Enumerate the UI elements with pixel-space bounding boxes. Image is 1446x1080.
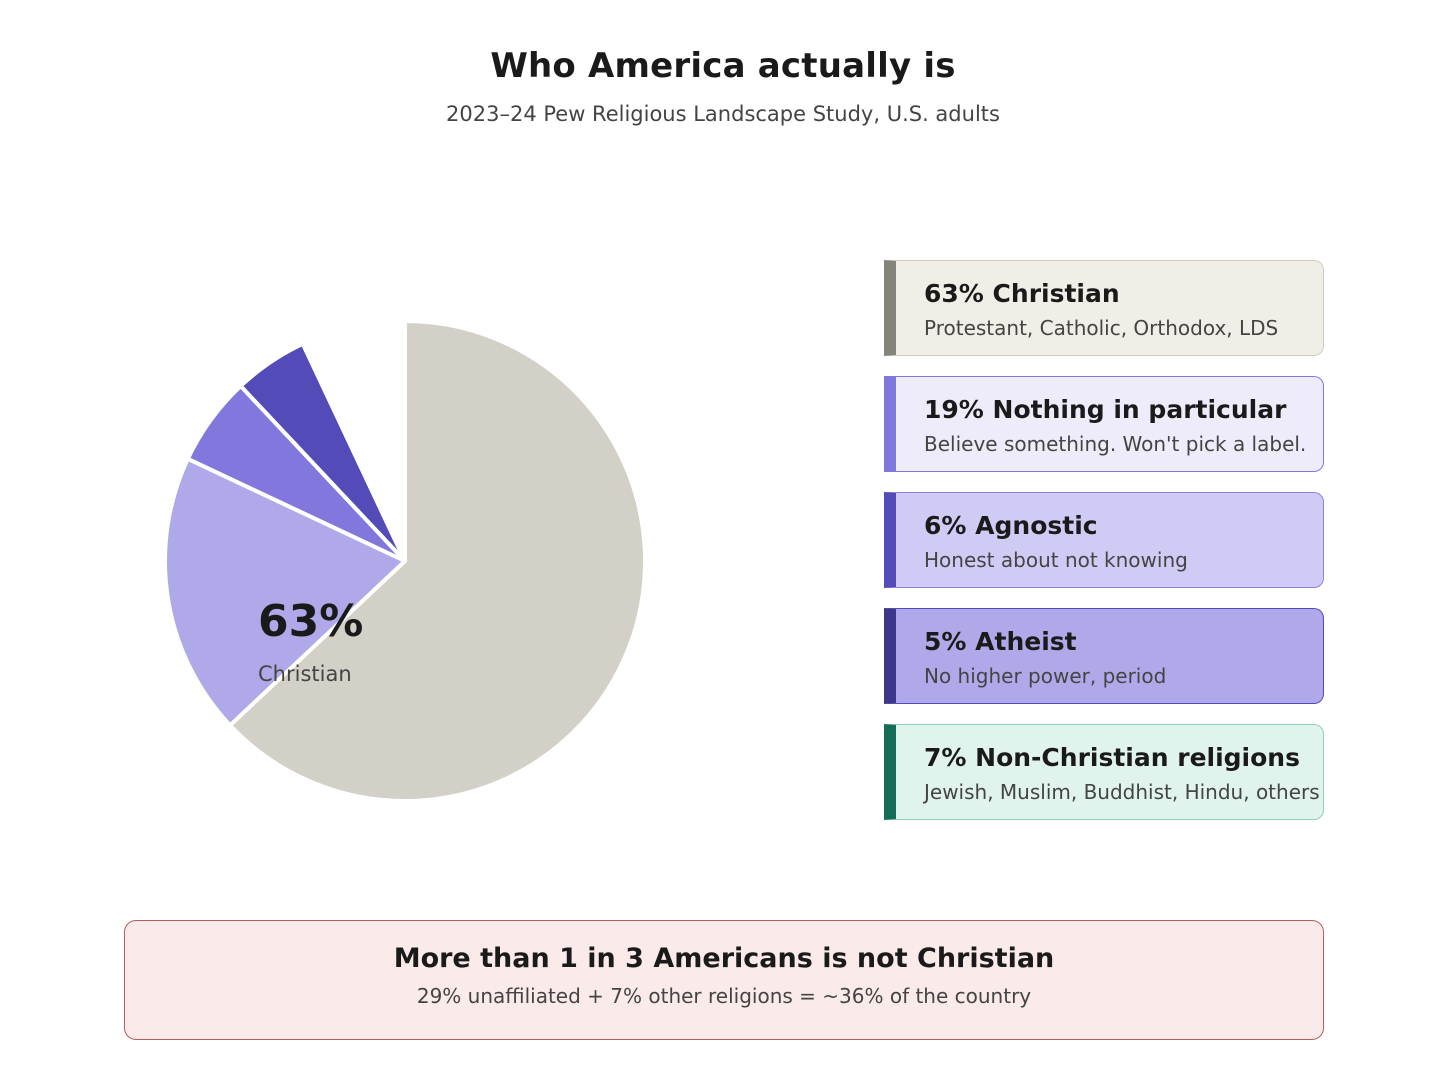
legend-item-nothing-in-particular: 19% Nothing in particular Believe someth… bbox=[884, 376, 1324, 472]
legend-item-description: Jewish, Muslim, Buddhist, Hindu, others bbox=[924, 780, 1320, 804]
legend-item-title: 19% Nothing in particular bbox=[924, 395, 1287, 424]
pie-chart bbox=[160, 316, 650, 806]
pie-slice-value-label: 63% bbox=[258, 596, 364, 647]
pie-slice-category-label: Christian bbox=[258, 662, 352, 686]
pie-slice-christian bbox=[228, 319, 647, 803]
pie-slice-nothing-in-particular bbox=[163, 456, 407, 728]
legend-item-title: 5% Atheist bbox=[924, 627, 1077, 656]
legend-item-title: 63% Christian bbox=[924, 279, 1120, 308]
legend: 63% Christian Protestant, Catholic, Orth… bbox=[884, 260, 1324, 840]
callout-box: More than 1 in 3 Americans is not Christ… bbox=[124, 920, 1324, 1040]
pie-chart-svg bbox=[163, 319, 647, 803]
chart-title: Who America actually is bbox=[490, 46, 956, 86]
pie-slice-non-christian-religions bbox=[300, 319, 407, 563]
legend-item-title: 6% Agnostic bbox=[924, 511, 1098, 540]
legend-item-description: Honest about not knowing bbox=[924, 548, 1188, 572]
legend-item-description: Believe something. Won't pick a label. bbox=[924, 432, 1307, 456]
callout-detail: 29% unaffiliated + 7% other religions = … bbox=[416, 984, 1032, 1008]
legend-item-non-christian-religions: 7% Non-Christian religions Jewish, Musli… bbox=[884, 724, 1324, 820]
legend-item-agnostic: 6% Agnostic Honest about not knowing bbox=[884, 492, 1324, 588]
legend-item-description: No higher power, period bbox=[924, 664, 1167, 688]
legend-item-description: Protestant, Catholic, Orthodox, LDS bbox=[924, 316, 1279, 340]
legend-item-title: 7% Non-Christian religions bbox=[924, 743, 1300, 772]
legend-item-christian: 63% Christian Protestant, Catholic, Orth… bbox=[884, 260, 1324, 356]
legend-item-atheist: 5% Atheist No higher power, period bbox=[884, 608, 1324, 704]
callout-headline: More than 1 in 3 Americans is not Christ… bbox=[393, 943, 1055, 974]
chart-subtitle: 2023–24 Pew Religious Landscape Study, U… bbox=[446, 102, 1000, 126]
